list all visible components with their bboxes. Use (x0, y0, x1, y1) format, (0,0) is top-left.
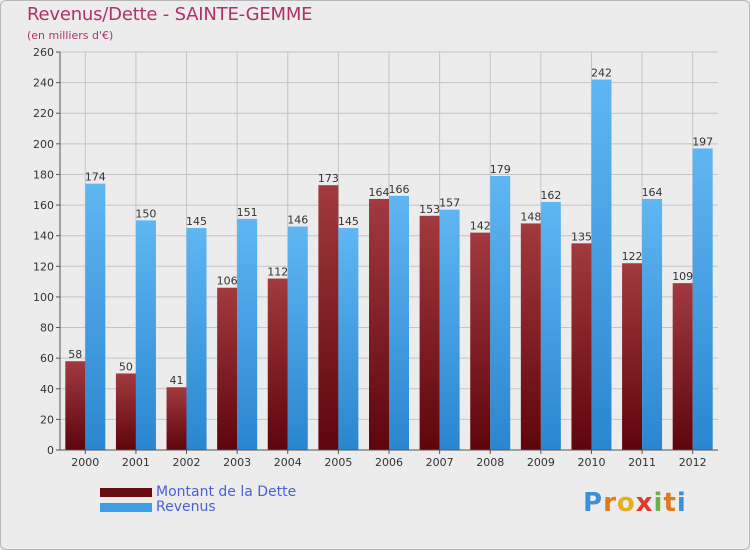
x-tick-label: 2001 (122, 456, 150, 469)
logo-letter: r (603, 488, 617, 518)
x-tick-label: 2006 (375, 456, 403, 469)
revenue-bar (186, 228, 207, 450)
y-tick-label: 240 (33, 77, 54, 90)
y-tick-label: 220 (33, 107, 54, 120)
legend: Montant de la Dette Revenus (100, 485, 296, 515)
y-tick-label: 160 (33, 199, 54, 212)
chart-subtitle: (en milliers d'€) (27, 29, 114, 42)
revenue-data-label: 157 (439, 197, 460, 210)
legend-swatch-debt (100, 488, 152, 497)
y-tick-label: 100 (33, 291, 54, 304)
debt-data-label: 109 (672, 270, 693, 283)
revenue-bar (338, 228, 359, 450)
debt-bar (672, 283, 693, 450)
y-tick-label: 120 (33, 260, 54, 273)
x-tick-label: 2007 (426, 456, 454, 469)
y-tick-label: 200 (33, 138, 54, 151)
legend-label-debt: Montant de la Dette (156, 484, 297, 500)
revenue-bar (439, 209, 460, 450)
logo-letter: o (616, 488, 636, 518)
debt-bar (267, 278, 288, 450)
y-tick-label: 40 (40, 383, 54, 396)
debt-bar (166, 387, 187, 450)
x-tick-label: 2002 (173, 456, 201, 469)
revenue-bar (389, 195, 409, 450)
revenue-data-label: 145 (338, 215, 359, 228)
logo-letter: t (663, 488, 677, 518)
debt-data-label: 122 (622, 250, 643, 263)
revenue-bar (692, 148, 713, 450)
revenue-data-label: 151 (237, 206, 258, 219)
logo-letter: i (676, 488, 687, 518)
debt-bar (217, 287, 238, 450)
y-tick-label: 20 (40, 413, 54, 426)
legend-item-revenue: Revenus (100, 500, 296, 515)
debt-data-label: 153 (419, 203, 440, 216)
proxiti-logo: Proxiti (583, 488, 687, 518)
y-tick-label: 140 (33, 230, 54, 243)
x-tick-label: 2000 (71, 456, 99, 469)
debt-data-label: 41 (170, 374, 184, 387)
revenue-data-label: 166 (389, 183, 410, 196)
axis-layer: 0 20 40 60 80 100 120 140 160 180 200 220 240 260 2000… (33, 46, 718, 469)
debt-bar (520, 223, 541, 450)
x-tick-label: 2008 (476, 456, 504, 469)
x-tick-label: 2009 (527, 456, 555, 469)
revenue-data-label: 242 (591, 67, 612, 80)
logo-letter: i (653, 488, 664, 518)
debt-data-label: 50 (119, 360, 133, 373)
revenue-data-label: 174 (85, 171, 106, 184)
debt-bar (115, 373, 136, 450)
logo-letter: x (635, 488, 654, 518)
legend-swatch-revenue (100, 503, 152, 512)
debt-bar (622, 263, 643, 450)
legend-label-revenue: Revenus (156, 499, 216, 515)
revenue-bar (540, 202, 561, 450)
debt-bar (369, 198, 389, 450)
x-tick-label: 2005 (324, 456, 352, 469)
debt-data-label: 106 (217, 275, 238, 288)
revenue-data-label: 150 (135, 207, 156, 220)
revenue-data-label: 146 (287, 214, 308, 227)
x-tick-label: 2012 (679, 456, 707, 469)
revenue-bar (135, 220, 156, 450)
debt-bar (470, 232, 491, 450)
revenue-bar (490, 175, 511, 450)
y-tick-label: 180 (33, 168, 54, 181)
legend-item-debt: Montant de la Dette (100, 485, 296, 500)
revenue-bar (642, 198, 663, 450)
y-tick-label: 60 (40, 352, 54, 365)
revenue-data-label: 145 (186, 215, 207, 228)
debt-data-label: 112 (267, 266, 288, 279)
debt-data-label: 135 (571, 230, 592, 243)
debt-data-label: 58 (68, 348, 82, 361)
debt-data-label: 173 (318, 172, 339, 185)
debt-bar (419, 215, 440, 450)
y-tick-label: 0 (47, 444, 54, 457)
revenue-bar (591, 79, 612, 451)
revenue-data-label: 164 (642, 186, 663, 199)
debt-data-label: 148 (520, 210, 541, 223)
debt-bar (318, 185, 339, 450)
debt-bar (65, 361, 86, 450)
y-tick-label: 80 (40, 322, 54, 335)
revenue-data-label: 179 (490, 163, 511, 176)
revenue-data-label: 197 (692, 135, 713, 148)
revenue-bar (85, 183, 106, 450)
logo-letter: P (583, 488, 604, 518)
revenue-bar (237, 218, 258, 450)
revenue-bar (287, 226, 308, 450)
revenue-data-label: 162 (540, 189, 561, 202)
y-tick-label: 260 (33, 46, 54, 59)
debt-bar (571, 243, 592, 450)
x-tick-label: 2004 (274, 456, 302, 469)
x-tick-label: 2010 (577, 456, 605, 469)
chart-title: Revenus/Dette - SAINTE-GEMME (27, 4, 313, 25)
x-tick-label: 2011 (628, 456, 656, 469)
x-tick-label: 2003 (223, 456, 251, 469)
debt-data-label: 142 (470, 220, 491, 233)
debt-data-label: 164 (369, 186, 390, 199)
